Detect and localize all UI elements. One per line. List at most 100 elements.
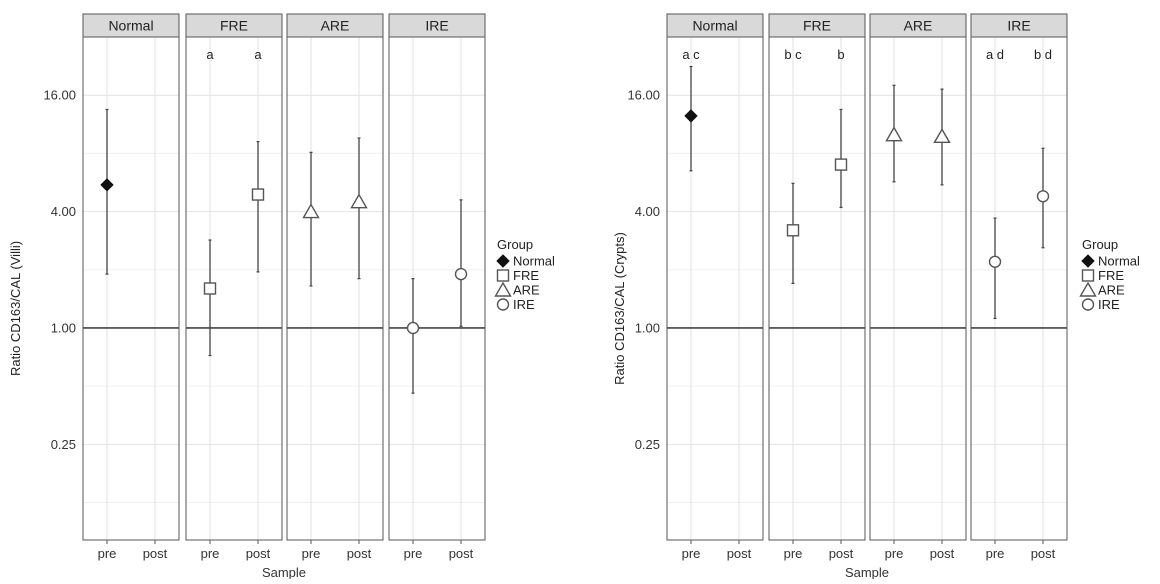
y-tick-label: 0.25: [51, 437, 76, 452]
chart-2: Ratio CD163/CAL (Crypts) 16.00 4.00 1.00 0.2…: [612, 13, 1140, 580]
significance-label: b d: [1034, 47, 1052, 62]
data-point: [100, 178, 114, 192]
panel-border: [185, 36, 283, 541]
panel-ire: IRE pre post: [388, 13, 486, 561]
x-tick-label: pre: [682, 546, 701, 561]
x-tick-label: pre: [404, 546, 423, 561]
panel-border: [768, 36, 866, 541]
legend-symbol: [496, 269, 510, 282]
x-tick-label: post: [246, 546, 271, 561]
panel-background: [389, 37, 485, 540]
panel-title: Normal: [692, 18, 737, 34]
panel-background: [83, 37, 179, 540]
data-point: [933, 127, 951, 144]
panel-title: ARE: [904, 18, 933, 34]
legend-label: FRE: [1098, 268, 1124, 283]
legend-symbol: [496, 298, 510, 311]
y-tick-label: 4.00: [51, 204, 76, 219]
x-tick-label: post: [347, 546, 372, 561]
panel-title: FRE: [803, 18, 831, 34]
panel-border: [286, 36, 384, 541]
panel-are: ARE pre post: [869, 13, 967, 561]
y-axis-label: Ratio CD163/CAL (Crypts): [612, 232, 627, 385]
x-tick-label: pre: [302, 546, 321, 561]
legend-symbol: [1081, 254, 1095, 268]
panel-background: [971, 37, 1067, 540]
y-tick-label: 4.00: [635, 204, 660, 219]
significance-label: a: [254, 47, 262, 62]
legend-label: ARE: [1098, 283, 1125, 298]
legend-symbol: [494, 281, 512, 297]
x-tick-label: post: [143, 546, 168, 561]
chart-1: Ratio CD163/CAL (Villi) 16.00 4.00 1.00 0.25…: [8, 13, 555, 580]
data-point: [406, 321, 420, 335]
data-point: [251, 188, 265, 201]
y-tick-label: 16.00: [627, 88, 660, 103]
y-axis-label: Ratio CD163/CAL (Villi): [8, 241, 23, 376]
y-tick-label: 16.00: [43, 88, 76, 103]
legend-label: IRE: [1098, 297, 1120, 312]
legend-label: Normal: [1098, 254, 1140, 269]
x-tick-label: post: [727, 546, 752, 561]
data-point: [1036, 190, 1050, 203]
legend-symbol: [496, 254, 510, 268]
panel-background: [870, 37, 966, 540]
panel-border: [82, 36, 180, 541]
x-tick-label: post: [1031, 546, 1056, 561]
significance-label: b: [837, 47, 844, 62]
panel-ire: IRE pre post a d b d: [970, 13, 1068, 561]
legend-title: Group: [1082, 237, 1118, 252]
panel-background: [667, 37, 763, 540]
x-tick-label: pre: [784, 546, 803, 561]
panel-normal: Normal pre post: [82, 13, 180, 561]
panel-title: ARE: [321, 18, 350, 34]
data-point: [684, 109, 698, 123]
x-tick-label: post: [930, 546, 955, 561]
data-point: [885, 126, 903, 142]
legend-symbol: [1081, 269, 1095, 282]
data-point: [203, 282, 217, 295]
panel-normal: Normal pre post a c: [666, 13, 764, 561]
x-tick-label: pre: [986, 546, 1005, 561]
y-tick-label: 0.25: [635, 437, 660, 452]
panel-title: IRE: [1007, 18, 1030, 34]
x-tick-label: post: [829, 546, 854, 561]
panel-background: [186, 37, 282, 540]
panel-fre: FRE pre post a a: [185, 13, 283, 561]
legend-symbol: [1079, 281, 1097, 297]
panel-title: IRE: [425, 18, 448, 34]
data-point: [834, 158, 848, 171]
panel-fre: FRE pre post b c b: [768, 13, 866, 561]
panel-title: Normal: [108, 18, 153, 34]
legend-label: FRE: [513, 268, 539, 283]
x-axis-label: Sample: [845, 565, 889, 579]
panel-background: [287, 37, 383, 540]
legend-title: Group: [497, 237, 533, 252]
data-point: [454, 267, 468, 281]
legend-label: ARE: [513, 283, 540, 298]
panel-border: [869, 36, 967, 541]
x-tick-label: pre: [885, 546, 904, 561]
significance-label: a: [206, 47, 214, 62]
legend-label: Normal: [513, 254, 555, 269]
data-point: [302, 203, 320, 219]
significance-label: a c: [682, 47, 700, 62]
legend-symbol: [1081, 298, 1095, 311]
x-tick-label: pre: [201, 546, 220, 561]
panel-border: [666, 36, 764, 541]
x-tick-label: pre: [98, 546, 117, 561]
data-point: [350, 193, 368, 209]
panel-border: [388, 36, 486, 541]
y-tick-label: 1.00: [51, 320, 76, 335]
data-point: [786, 224, 800, 237]
x-axis-label: Sample: [262, 565, 306, 579]
panel-title: FRE: [220, 18, 248, 34]
significance-label: a d: [986, 47, 1004, 62]
panel-border: [970, 36, 1068, 541]
legend-label: IRE: [513, 297, 535, 312]
y-tick-label: 1.00: [635, 320, 660, 335]
